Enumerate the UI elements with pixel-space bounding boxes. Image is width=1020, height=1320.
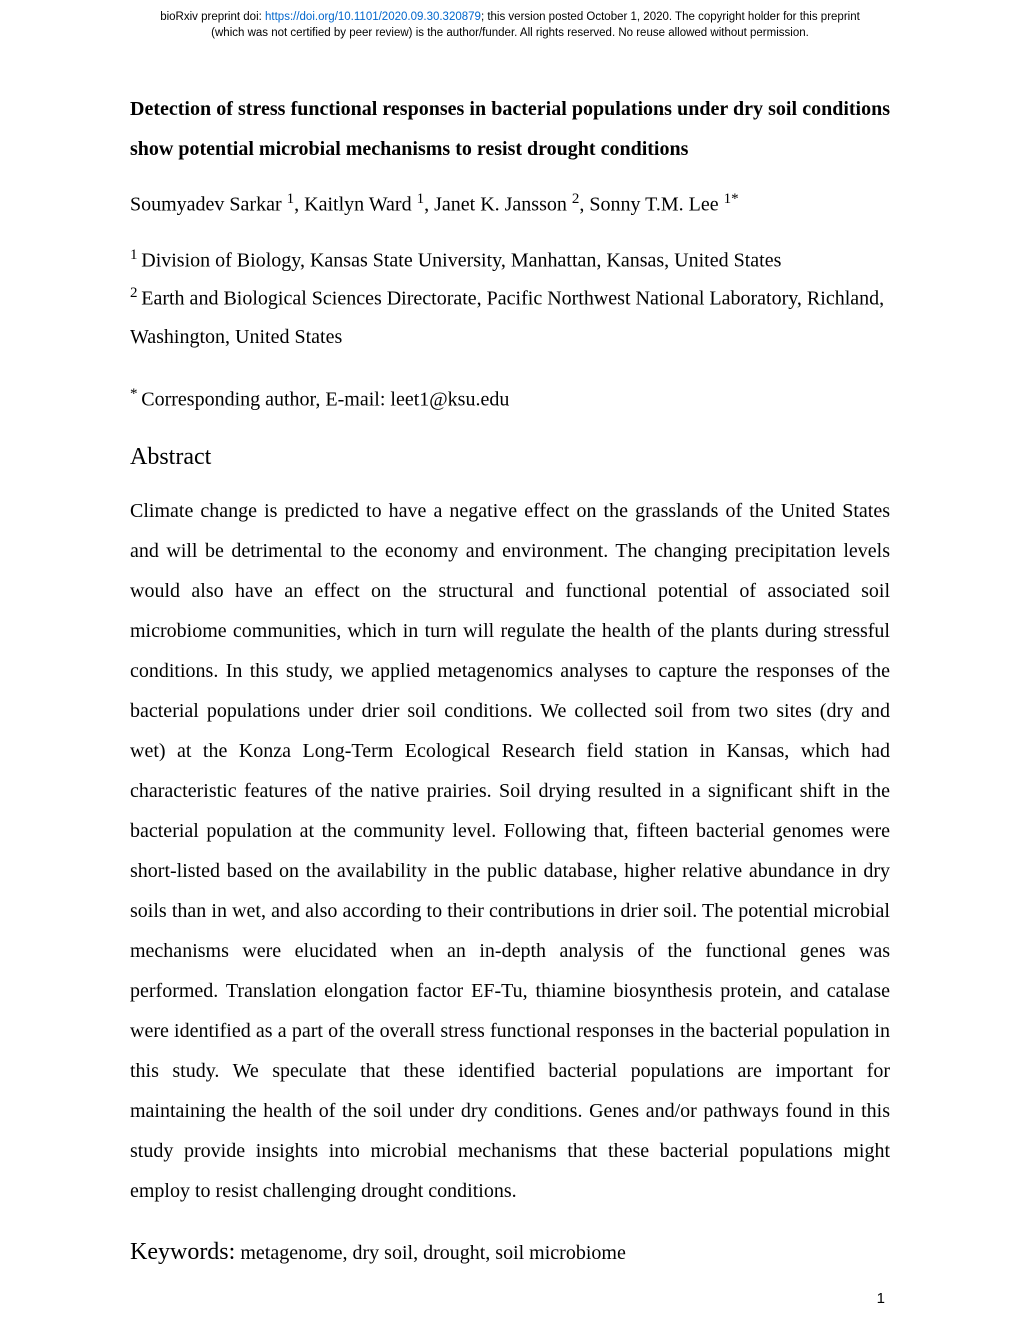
affil-1-text: Division of Biology, Kansas State Univer… bbox=[141, 249, 781, 271]
banner-line1-suffix: ; this version posted October 1, 2020. T… bbox=[481, 11, 860, 23]
author-list: Soumyadev Sarkar 1, Kaitlyn Ward 1, Jane… bbox=[130, 191, 890, 217]
author-3: Janet K. Jansson bbox=[434, 194, 572, 216]
page-content: Detection of stress functional responses… bbox=[0, 49, 1020, 1306]
author-sep-1: , bbox=[294, 194, 304, 216]
page-number: 1 bbox=[877, 1290, 885, 1307]
corresponding-sup: * bbox=[130, 386, 141, 402]
abstract-heading: Abstract bbox=[130, 444, 890, 471]
preprint-banner: bioRxiv preprint doi: https://doi.org/10… bbox=[0, 0, 1020, 49]
affil-1-sup: 1 bbox=[130, 247, 141, 263]
keywords-label: Keywords: bbox=[130, 1239, 235, 1265]
author-1: Soumyadev Sarkar bbox=[130, 194, 287, 216]
author-4-affil: 1* bbox=[724, 191, 739, 207]
author-2: Kaitlyn Ward bbox=[304, 194, 416, 216]
affil-2-text: Earth and Biological Sciences Directorat… bbox=[130, 288, 884, 348]
author-sep-2: , bbox=[424, 194, 434, 216]
affiliation-1: 1 Division of Biology, Kansas State Univ… bbox=[130, 241, 890, 280]
paper-title: Detection of stress functional responses… bbox=[130, 89, 890, 169]
author-sep-3: , bbox=[579, 194, 589, 216]
keywords-text: metagenome, dry soil, drought, soil micr… bbox=[235, 1242, 626, 1264]
banner-line2: (which was not certified by peer review)… bbox=[211, 27, 809, 39]
affil-2-sup: 2 bbox=[130, 285, 141, 301]
affiliations: 1 Division of Biology, Kansas State Univ… bbox=[130, 241, 890, 356]
author-2-affil: 1 bbox=[417, 191, 425, 207]
corresponding-text: Corresponding author, E-mail: leet1@ksu.… bbox=[141, 389, 509, 411]
affiliation-2: 2 Earth and Biological Sciences Director… bbox=[130, 279, 890, 356]
corresponding-author: * Corresponding author, E-mail: leet1@ks… bbox=[130, 386, 890, 412]
doi-link[interactable]: https://doi.org/10.1101/2020.09.30.32087… bbox=[265, 11, 481, 23]
abstract-body: Climate change is predicted to have a ne… bbox=[130, 491, 890, 1211]
keywords: Keywords: metagenome, dry soil, drought,… bbox=[130, 1239, 890, 1266]
banner-prefix: bioRxiv preprint doi: bbox=[160, 11, 265, 23]
author-4: Sonny T.M. Lee bbox=[589, 194, 723, 216]
